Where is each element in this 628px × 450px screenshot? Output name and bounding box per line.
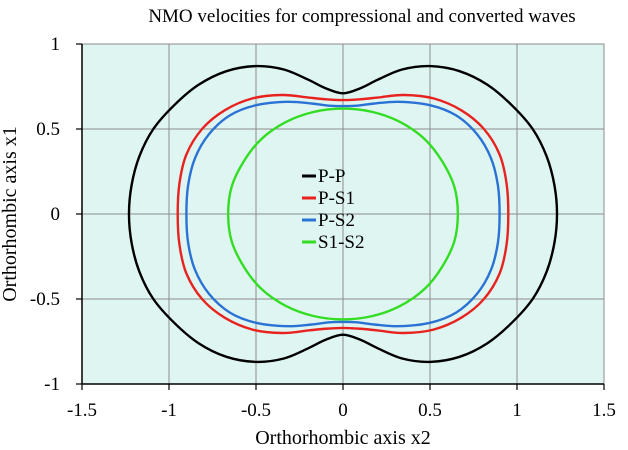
legend-label: P-P bbox=[318, 166, 345, 187]
x-tick-label: 1 bbox=[512, 400, 522, 421]
y-tick-label: 0 bbox=[51, 204, 61, 225]
y-tick-label: 1 bbox=[51, 34, 61, 55]
series-curves bbox=[127, 64, 559, 364]
legend-label: S1-S2 bbox=[318, 232, 364, 253]
x-tick-label: 0 bbox=[338, 400, 348, 421]
x-tick-label: -0.5 bbox=[241, 400, 271, 421]
series-curve-s1-s2 bbox=[226, 107, 460, 321]
y-tick-label: 0.5 bbox=[36, 119, 60, 140]
y-tick-label: -1 bbox=[44, 374, 60, 395]
axes bbox=[76, 43, 605, 390]
legend-label: P-S1 bbox=[318, 188, 355, 209]
x-tick-label: -1 bbox=[161, 400, 177, 421]
x-tick-label: 0.5 bbox=[418, 400, 442, 421]
x-tick-label: -1.5 bbox=[67, 400, 97, 421]
y-axis-title: Orthorhombic axis x1 bbox=[0, 126, 21, 302]
series-curve-p-s2 bbox=[185, 100, 501, 328]
tick-labels: -1.5 -1 -0.5 0 0.5 1 1.5 -1 -0.5 0 0.5 1 bbox=[30, 34, 616, 421]
chart-title: NMO velocities for compressional and con… bbox=[148, 6, 575, 27]
series-curve-p-p bbox=[127, 64, 559, 364]
x-tick-label: 1.5 bbox=[592, 400, 616, 421]
legend-label: P-S2 bbox=[318, 210, 355, 231]
x-axis-title: Orthorhombic axis x2 bbox=[255, 427, 431, 449]
series-curve-p-s1 bbox=[176, 93, 510, 335]
y-tick-label: -0.5 bbox=[30, 289, 60, 310]
